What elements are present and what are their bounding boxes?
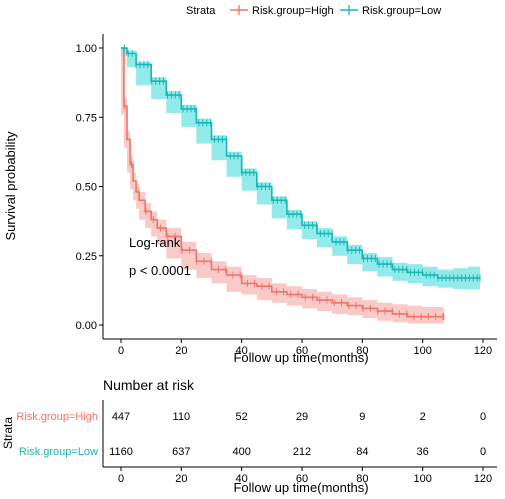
- x-tick-label: 60: [296, 345, 308, 357]
- survival-curve-low: [121, 47, 480, 279]
- risk-count-low: 84: [356, 446, 368, 458]
- x-tick-label: 80: [356, 345, 368, 357]
- risk-x-tick-label: 0: [118, 473, 124, 485]
- risk-x-tick-label: 80: [356, 473, 368, 485]
- risk-count-high: 2: [420, 411, 426, 423]
- x-tick-label: 100: [413, 345, 431, 357]
- confidence-bands: [121, 48, 480, 324]
- y-tick-label: 1.00: [76, 43, 97, 55]
- risk-count-high: 110: [173, 411, 191, 423]
- survival-curves: [121, 47, 480, 318]
- ci-band-high: [121, 48, 444, 324]
- risk-row-label-high: Risk.group=High: [16, 411, 98, 423]
- risk-table: Number at risk Strata Risk.group=High Ri…: [1, 377, 497, 495]
- risk-x-tick-label: 120: [474, 473, 492, 485]
- x-axis-ticks: 0 20 40 60 80 100 120: [118, 339, 492, 357]
- legend-title: Strata: [186, 5, 216, 17]
- legend-item-high: Risk.group=High: [230, 5, 334, 17]
- risk-row-label-low: Risk.group=Low: [19, 446, 98, 458]
- risk-table-ylabel: Strata: [1, 417, 15, 449]
- risk-x-tick-label: 60: [296, 473, 308, 485]
- risk-count-low: 36: [417, 446, 429, 458]
- risk-x-axis-ticks: 0 20 40 60 80 100 120: [118, 467, 492, 485]
- risk-x-tick-label: 100: [413, 473, 431, 485]
- y-tick-label: 0.00: [76, 320, 97, 332]
- risk-count-high: 29: [296, 411, 308, 423]
- logrank-label: Log-rank: [129, 235, 181, 250]
- risk-count-high: 447: [112, 411, 130, 423]
- x-axis-label: Follow up time(months): [233, 350, 368, 365]
- p-value-label: p < 0.0001: [129, 263, 191, 278]
- risk-count-high: 52: [236, 411, 248, 423]
- x-tick-label: 20: [175, 345, 187, 357]
- risk-count-low: 637: [172, 446, 190, 458]
- risk-table-title: Number at risk: [103, 377, 195, 393]
- y-axis-ticks: 0.00 0.25 0.50 0.75 1.00: [76, 43, 103, 332]
- risk-counts: 447 110 52 29 9 2 0 1160 637 400 212 84 36 0: [109, 411, 486, 458]
- risk-count-low: 400: [232, 446, 250, 458]
- y-tick-label: 0.25: [76, 251, 97, 263]
- x-tick-label: 120: [474, 345, 492, 357]
- risk-count-low: 212: [293, 446, 311, 458]
- risk-x-tick-label: 20: [175, 473, 187, 485]
- survival-plot: 0.00 0.25 0.50 0.75 1.00 0 20 40 60 80 100 120 Fol…: [3, 34, 497, 365]
- legend-label-low: Risk.group=Low: [362, 5, 441, 17]
- y-tick-label: 0.50: [76, 182, 97, 194]
- y-tick-label: 0.75: [76, 112, 97, 124]
- risk-count-high: 9: [359, 411, 365, 423]
- x-tick-label: 0: [118, 345, 124, 357]
- censor-marks: [123, 44, 481, 321]
- y-axis-label: Survival probability: [3, 131, 18, 241]
- legend-item-low: Risk.group=Low: [340, 5, 441, 17]
- legend: Strata Risk.group=High Risk.group=Low: [186, 5, 441, 17]
- survival-curve-high: [121, 47, 444, 318]
- risk-count-low: 1160: [109, 446, 133, 458]
- risk-count-high: 0: [480, 411, 486, 423]
- risk-x-tick-label: 40: [236, 473, 248, 485]
- risk-count-low: 0: [480, 446, 486, 458]
- risk-x-axis-label: Follow up time(months): [233, 480, 368, 495]
- legend-label-high: Risk.group=High: [252, 5, 334, 17]
- x-tick-label: 40: [236, 345, 248, 357]
